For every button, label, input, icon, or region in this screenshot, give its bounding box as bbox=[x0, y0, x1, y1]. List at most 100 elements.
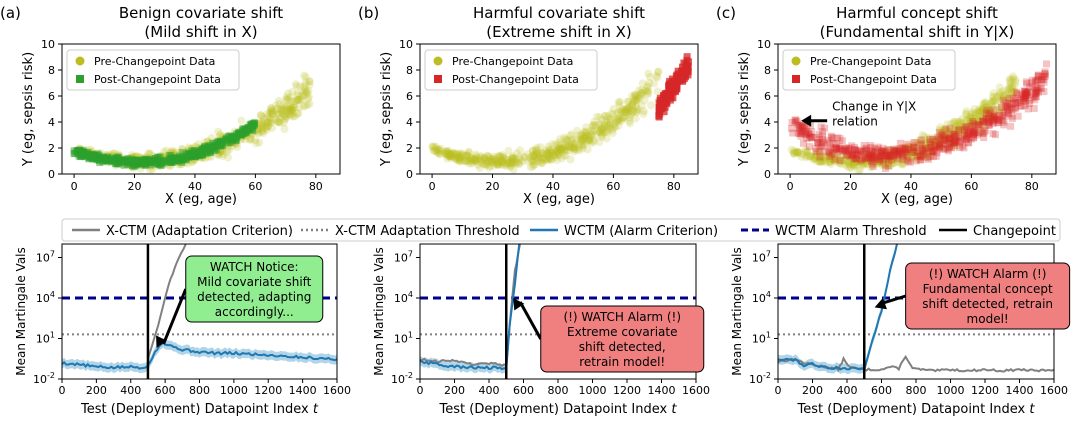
pre-changepoint-point bbox=[508, 154, 517, 163]
y-tick-label: 104 bbox=[394, 290, 413, 305]
pre-changepoint-point bbox=[621, 105, 630, 114]
pre-changepoint-point bbox=[932, 137, 940, 146]
pre-changepoint-point bbox=[875, 153, 884, 162]
pre-changepoint-point bbox=[584, 136, 593, 145]
pre-changepoint-point bbox=[457, 157, 466, 166]
pre-changepoint-point bbox=[301, 78, 310, 87]
pre-changepoint-point bbox=[555, 138, 564, 147]
pre-changepoint-point bbox=[533, 154, 542, 163]
pre-changepoint-point bbox=[940, 134, 949, 142]
pre-changepoint-point bbox=[436, 147, 445, 156]
post-changepoint-point bbox=[222, 136, 230, 143]
pre-changepoint-point bbox=[844, 159, 853, 168]
pre-changepoint-point bbox=[619, 105, 628, 114]
x-tick-label: 40 bbox=[546, 180, 560, 193]
pre-changepoint-point bbox=[585, 136, 593, 145]
post-changepoint-point bbox=[182, 156, 190, 164]
pre-changepoint-point bbox=[946, 128, 955, 137]
pre-changepoint-point bbox=[544, 154, 553, 163]
pre-changepoint-point bbox=[459, 156, 468, 165]
pre-changepoint-point bbox=[528, 156, 537, 165]
pre-changepoint-point bbox=[557, 145, 566, 154]
pre-changepoint-point bbox=[824, 153, 833, 162]
pre-changepoint-point bbox=[818, 157, 827, 166]
pre-changepoint-point bbox=[807, 152, 816, 160]
post-changepoint-point bbox=[103, 157, 111, 165]
pre-changepoint-point bbox=[482, 160, 491, 169]
post-changepoint-point bbox=[954, 126, 962, 134]
pre-changepoint-point bbox=[989, 110, 998, 119]
pre-changepoint-point bbox=[280, 111, 289, 120]
pre-changepoint-point bbox=[284, 89, 293, 98]
x-tick-label: 600 bbox=[155, 384, 176, 397]
x-tick-label: 1200 bbox=[254, 384, 282, 397]
y-tick-exponent: -2 bbox=[763, 371, 771, 380]
pre-changepoint-point bbox=[480, 159, 489, 168]
pre-changepoint-point bbox=[882, 159, 891, 168]
pre-changepoint-point bbox=[629, 97, 638, 106]
post-changepoint-point bbox=[1034, 76, 1042, 84]
scatter-points bbox=[787, 60, 1050, 175]
pre-changepoint-point bbox=[606, 121, 615, 130]
pre-changepoint-point bbox=[289, 97, 298, 106]
pre-changepoint-point bbox=[865, 150, 873, 159]
pre-changepoint-point bbox=[631, 102, 640, 111]
y-tick-exponent: 4 bbox=[50, 290, 55, 299]
y-tick-label: 6 bbox=[764, 90, 771, 103]
pre-changepoint-point bbox=[597, 124, 606, 133]
x-tick-label: 20 bbox=[844, 180, 858, 193]
pre-changepoint-point bbox=[456, 151, 465, 160]
pre-changepoint-point bbox=[630, 97, 639, 106]
pre-changepoint-point bbox=[288, 87, 297, 96]
pre-changepoint-point bbox=[589, 136, 598, 145]
pre-changepoint-point bbox=[609, 120, 618, 129]
pre-changepoint-point bbox=[283, 106, 292, 115]
pre-changepoint-point bbox=[602, 118, 611, 127]
pre-changepoint-point bbox=[604, 112, 613, 121]
pre-changepoint-point bbox=[950, 126, 959, 135]
pre-changepoint-point bbox=[577, 136, 586, 145]
pre-changepoint-point bbox=[883, 154, 892, 163]
pre-changepoint-point bbox=[547, 155, 556, 164]
pre-changepoint-point bbox=[962, 107, 971, 116]
pre-changepoint-point bbox=[603, 122, 612, 131]
pre-changepoint-point bbox=[299, 91, 308, 100]
pre-changepoint-point bbox=[815, 158, 824, 166]
pre-changepoint-point bbox=[574, 131, 582, 140]
pre-changepoint-point bbox=[559, 140, 568, 149]
pre-changepoint-point bbox=[294, 109, 303, 118]
y-tick-exponent: -2 bbox=[47, 371, 55, 380]
legend-xctm-label: X-CTM (Adaptation Criterion) bbox=[106, 224, 293, 239]
pre-changepoint-point bbox=[988, 114, 997, 123]
pre-changepoint-point bbox=[503, 156, 512, 164]
post-changepoint-point bbox=[812, 148, 820, 155]
pre-changepoint-point bbox=[824, 150, 833, 159]
pre-changepoint-point bbox=[914, 155, 923, 164]
pre-changepoint-point bbox=[529, 151, 538, 160]
pre-changepoint-point bbox=[897, 150, 906, 159]
pre-changepoint-point bbox=[589, 138, 598, 147]
pre-changepoint-point bbox=[926, 133, 935, 142]
pre-changepoint-point bbox=[628, 103, 637, 112]
pre-changepoint-point bbox=[544, 142, 553, 151]
pre-changepoint-point bbox=[985, 110, 993, 119]
x-axis-variable: t bbox=[313, 402, 319, 417]
callout-line: shift detected, bbox=[579, 340, 666, 354]
pre-changepoint-point bbox=[482, 159, 491, 168]
pre-changepoint-point bbox=[618, 108, 626, 117]
pre-changepoint-point bbox=[273, 118, 282, 127]
pre-changepoint-point bbox=[983, 102, 992, 111]
pre-changepoint-point bbox=[957, 118, 966, 127]
pre-changepoint-point bbox=[1004, 88, 1013, 97]
post-changepoint-point bbox=[1022, 91, 1030, 99]
post-changepoint-point bbox=[963, 123, 971, 130]
pre-changepoint-point bbox=[934, 139, 943, 148]
annotation-line2: relation bbox=[832, 115, 878, 129]
pre-changepoint-point bbox=[285, 110, 294, 119]
pre-changepoint-point bbox=[577, 137, 586, 146]
pre-changepoint-point bbox=[936, 139, 945, 148]
pre-changepoint-point bbox=[528, 162, 537, 171]
pre-changepoint-point bbox=[614, 121, 623, 130]
pre-changepoint-point bbox=[577, 130, 586, 139]
pre-changepoint-point bbox=[556, 144, 565, 153]
